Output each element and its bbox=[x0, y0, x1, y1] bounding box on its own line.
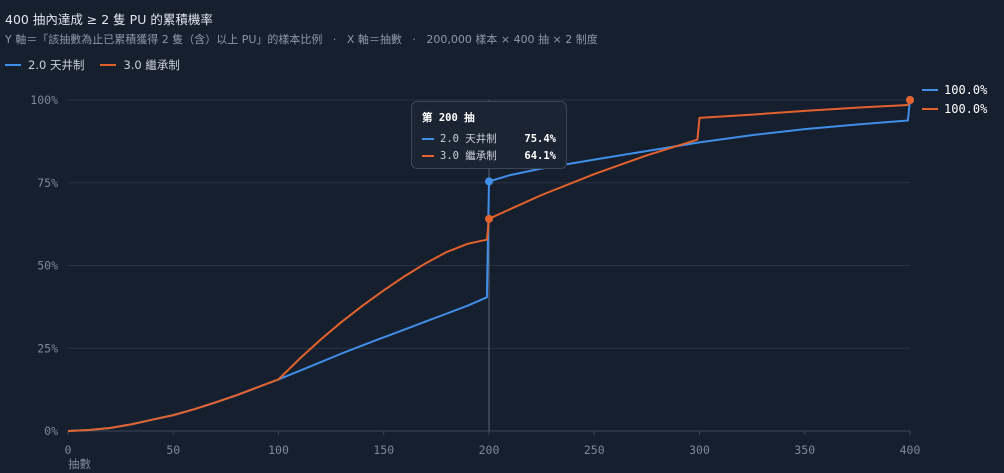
tooltip-series-name: 2.0 天井制 bbox=[440, 133, 497, 145]
y-tick-label: 0% bbox=[44, 424, 58, 438]
legend-swatch-icon bbox=[100, 64, 117, 66]
legend-item-series-2[interactable]: 3.0 繼承制 bbox=[100, 57, 180, 73]
x-tick-label: 100 bbox=[268, 443, 289, 457]
end-label: 100.0% bbox=[944, 102, 988, 116]
tooltip-series-value: 64.1% bbox=[524, 149, 556, 162]
end-point bbox=[906, 96, 914, 104]
hover-tooltip: 第 200 抽 2.0 天井制 75.4% 3.0 繼承制 64.1% bbox=[411, 101, 567, 169]
tooltip-swatch-icon bbox=[422, 137, 434, 140]
x-tick-label: 250 bbox=[584, 443, 605, 457]
x-tick-label: 350 bbox=[794, 443, 815, 457]
x-tick-label: 150 bbox=[373, 443, 394, 457]
y-tick-label: 25% bbox=[37, 341, 58, 355]
legend-label: 3.0 繼承制 bbox=[123, 58, 180, 72]
x-axis-label: 抽數 bbox=[68, 457, 91, 471]
tooltip-series-value: 75.4% bbox=[524, 132, 556, 145]
x-tick-label: 400 bbox=[900, 443, 921, 457]
x-tick-label: 0 bbox=[65, 443, 72, 457]
chart-subtitle: Y 軸＝「該抽數為止已累積獲得 2 隻（含）以上 PU」的樣本比例 · X 軸＝… bbox=[5, 33, 598, 46]
y-tick-label: 50% bbox=[37, 259, 58, 273]
end-label: 100.0% bbox=[944, 83, 988, 97]
x-tick-label: 200 bbox=[479, 443, 500, 457]
y-tick-label: 75% bbox=[37, 176, 58, 190]
hover-point bbox=[485, 214, 493, 223]
tooltip-title: 第 200 抽 bbox=[422, 112, 475, 124]
tooltip-swatch-icon bbox=[422, 154, 434, 157]
tooltip-series-name: 3.0 繼承制 bbox=[440, 150, 497, 162]
x-tick-label: 300 bbox=[689, 443, 710, 457]
chart-title: 400 抽內達成 ≥ 2 隻 PU 的累積機率 bbox=[5, 12, 213, 27]
legend: 2.0 天井制 3.0 繼承制 bbox=[5, 57, 180, 73]
series-line-2 bbox=[67, 99, 911, 432]
tooltip-row: 2.0 天井制 75.4% bbox=[422, 130, 556, 147]
hover-point bbox=[485, 177, 493, 186]
y-tick-label: 100% bbox=[30, 93, 58, 107]
x-tick-label: 50 bbox=[166, 443, 180, 457]
tooltip-row: 3.0 繼承制 64.1% bbox=[422, 147, 556, 164]
legend-item-series-1[interactable]: 2.0 天井制 bbox=[5, 57, 84, 73]
legend-swatch-icon bbox=[5, 64, 21, 66]
legend-label: 2.0 天井制 bbox=[28, 58, 85, 72]
